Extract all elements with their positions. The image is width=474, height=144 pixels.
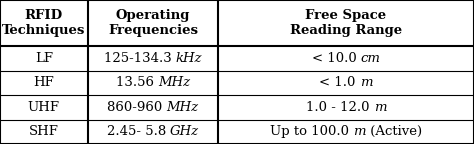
Text: kHz: kHz — [175, 52, 202, 65]
Text: m: m — [374, 101, 386, 114]
Text: 13.56: 13.56 — [116, 76, 158, 89]
Text: RFID
Techniques: RFID Techniques — [2, 9, 85, 37]
Text: < 1.0: < 1.0 — [319, 76, 360, 89]
Text: LF: LF — [35, 52, 53, 65]
Text: m: m — [353, 125, 366, 138]
Text: 2.45- 5.8: 2.45- 5.8 — [107, 125, 170, 138]
Text: 1.0 - 12.0: 1.0 - 12.0 — [306, 101, 374, 114]
Text: SHF: SHF — [29, 125, 59, 138]
Text: Operating
Frequencies: Operating Frequencies — [108, 9, 198, 37]
Text: MHz: MHz — [166, 101, 199, 114]
Text: 860-960: 860-960 — [107, 101, 166, 114]
Text: MHz: MHz — [158, 76, 190, 89]
Text: GHz: GHz — [170, 125, 199, 138]
Text: UHF: UHF — [28, 101, 60, 114]
Text: Up to 100.0: Up to 100.0 — [270, 125, 353, 138]
Text: < 10.0: < 10.0 — [311, 52, 361, 65]
Text: m: m — [360, 76, 373, 89]
Text: 125-134.3: 125-134.3 — [104, 52, 175, 65]
Text: HF: HF — [34, 76, 54, 89]
Text: cm: cm — [361, 52, 381, 65]
Text: Free Space
Reading Range: Free Space Reading Range — [290, 9, 402, 37]
Text: (Active): (Active) — [366, 125, 422, 138]
